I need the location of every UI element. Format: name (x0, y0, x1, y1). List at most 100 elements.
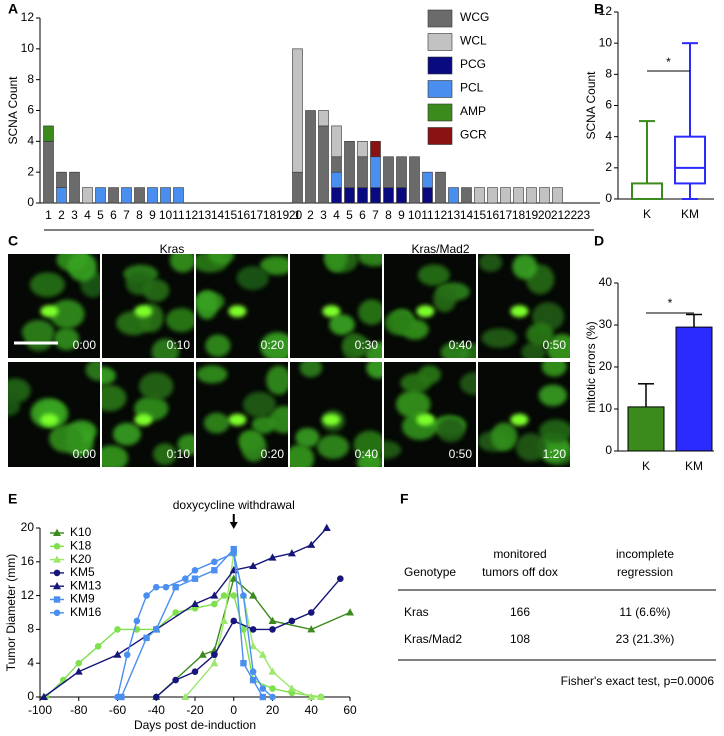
x-tick-label: 9 (149, 208, 156, 222)
nucleus (436, 417, 465, 443)
cells (102, 366, 194, 467)
point (191, 599, 199, 608)
bar-segment (357, 141, 368, 158)
point (269, 685, 276, 692)
x-tick-label: -100 (28, 703, 52, 717)
bar-segment (461, 187, 472, 204)
y-axis-label: mitotic errors (%) (584, 321, 598, 412)
legend-label: PCG (460, 57, 486, 71)
cells (384, 365, 476, 460)
y-tick-label: 0 (27, 689, 34, 703)
nucleus (25, 331, 53, 351)
microscopy-image: 0:20 (196, 362, 288, 467)
nucleus (384, 440, 402, 460)
bar-segment (435, 171, 446, 204)
bar-segment (331, 156, 342, 173)
mitotic-cell (510, 413, 529, 426)
group-label: Kras (160, 242, 185, 256)
cells (478, 254, 570, 358)
nucleus (260, 332, 288, 358)
point (39, 692, 48, 700)
nucleus (196, 365, 228, 384)
point (230, 617, 238, 625)
x-axis-label: Days post de-induction (134, 718, 256, 732)
point (123, 651, 131, 659)
legend-marker (53, 596, 61, 603)
nucleus (400, 373, 432, 393)
legend-label: KM9 (70, 592, 95, 606)
bar-segment (318, 110, 329, 127)
nucleus (236, 266, 269, 290)
x-tick-label: 17 (499, 208, 513, 222)
legend-label: K18 (70, 538, 92, 552)
nucleus (151, 338, 180, 358)
x-tick-label: 10 (159, 208, 173, 222)
nucleus (521, 342, 547, 358)
y-tick-label: 0 (27, 195, 34, 209)
panel-label: C (8, 233, 18, 249)
bar-segment (331, 187, 342, 204)
x-tick-label: 13 (198, 208, 212, 222)
series-line (155, 578, 341, 698)
point (240, 626, 247, 633)
bar-segment (357, 187, 368, 204)
bar-segment (331, 171, 342, 188)
legend-label: KM5 (70, 565, 95, 579)
mitotic-cell (510, 305, 529, 318)
cells (22, 254, 100, 351)
legend-label: KM13 (70, 578, 102, 592)
y-tick-label: 40 (599, 275, 613, 289)
bar-segment (357, 156, 368, 188)
nucleus (357, 452, 382, 467)
legend-marker (53, 609, 61, 617)
bar-segment (292, 48, 303, 173)
x-tick-label: -80 (70, 703, 88, 717)
x-tick-label: 11 (172, 208, 185, 222)
legend-label: WCL (460, 34, 487, 48)
mitotic-cell (228, 413, 247, 426)
x-tick-label: 15 (224, 208, 238, 222)
nucleus (153, 443, 177, 465)
cells (478, 362, 570, 466)
y-tick-label: 10 (21, 41, 35, 55)
x-tick-label: 18 (512, 208, 526, 222)
table-cell: 11 (6.6%) (619, 605, 670, 619)
x-tick-label: 7 (123, 208, 130, 222)
point (230, 592, 238, 599)
legend-label: WCG (460, 10, 489, 24)
annotation: doxycycline withdrawal (173, 498, 295, 512)
y-tick-label: 0 (605, 443, 612, 457)
nucleus (102, 445, 129, 467)
y-tick-label: 30 (599, 317, 613, 331)
point (152, 693, 160, 701)
x-tick-label: 6 (359, 208, 366, 222)
bar-segment (108, 187, 119, 204)
bar-segment (331, 125, 342, 158)
point (230, 545, 237, 553)
y-tick-label: 12 (21, 588, 35, 602)
x-tick-label: 40 (305, 703, 319, 717)
series-line (184, 553, 321, 698)
legend-swatch (427, 127, 453, 145)
mitotic-cell (40, 305, 59, 318)
nucleus (357, 254, 382, 267)
bar-segment (422, 187, 433, 204)
mitotic-cell (228, 305, 247, 318)
nucleus (490, 422, 518, 451)
bar-segment (513, 187, 524, 204)
microscopy-image: 1:20 (478, 362, 570, 467)
nucleus (539, 419, 570, 443)
microscopy-image: 0:50 (478, 254, 570, 358)
bar-segment (396, 156, 407, 188)
point (220, 616, 229, 624)
x-tick-label: 18 (263, 208, 277, 222)
table-cell: Kras/Mad2 (404, 632, 462, 646)
point (143, 634, 150, 642)
point (307, 692, 316, 700)
x-tick-label: 3 (320, 208, 327, 222)
point (322, 523, 331, 531)
point (288, 617, 296, 625)
nucleus (203, 412, 230, 434)
y-tick-label: 4 (27, 655, 34, 669)
time-label: 1:20 (543, 447, 567, 461)
